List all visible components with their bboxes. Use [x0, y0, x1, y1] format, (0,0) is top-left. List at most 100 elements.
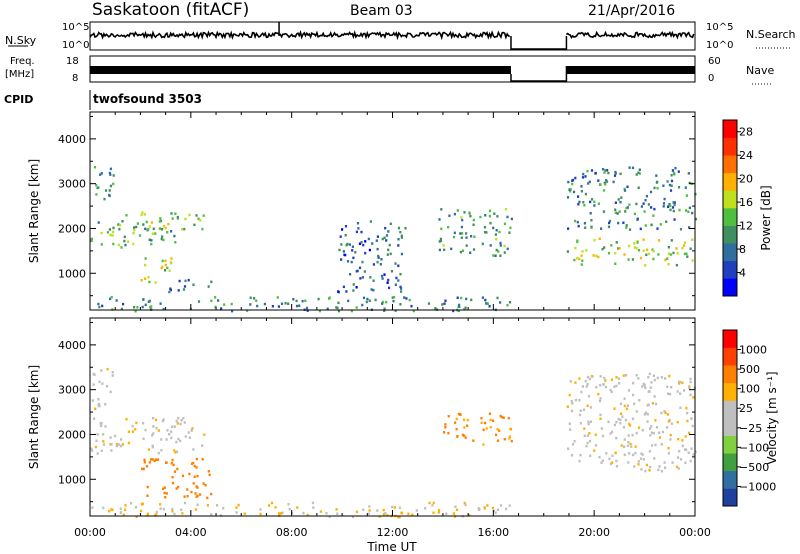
echo-cell: [623, 438, 626, 441]
echo-cell: [650, 223, 653, 227]
echo-cell: [569, 187, 572, 191]
echo-cell: [502, 416, 505, 419]
echo-cell: [459, 232, 462, 235]
echo-cell: [355, 306, 358, 309]
velocity-panel-bg: [90, 318, 695, 516]
echo-cell: [605, 179, 608, 182]
echo-cell: [624, 210, 627, 213]
echo-cell: [683, 244, 686, 247]
y-tick-label: 4000: [58, 133, 86, 146]
echo-cell: [387, 278, 390, 282]
echo-cell: [97, 403, 100, 407]
echo-cell: [427, 302, 431, 305]
echo-cell: [389, 222, 392, 226]
echo-cell: [102, 443, 106, 446]
echo-cell: [583, 427, 586, 430]
echo-cell: [124, 508, 127, 511]
echo-cell: [150, 305, 153, 308]
echo-cell: [183, 227, 186, 231]
echo-cell: [152, 416, 155, 420]
echo-cell: [302, 511, 305, 515]
echo-cell: [192, 283, 195, 286]
nsky-tick-bottom: 10^0: [62, 40, 89, 51]
echo-cell: [637, 171, 640, 174]
echo-cell: [666, 413, 669, 416]
echo-cell: [508, 231, 511, 234]
echo-cell: [681, 246, 684, 250]
echo-cell: [593, 238, 596, 242]
echo-cell: [620, 444, 623, 447]
echo-cell: [127, 441, 130, 445]
echo-cell: [456, 209, 459, 212]
echo-cell: [256, 304, 259, 308]
echo-cell: [220, 307, 223, 310]
echo-cell: [681, 439, 684, 442]
echo-cell: [111, 374, 114, 377]
echo-cell: [119, 507, 122, 510]
echo-cell: [172, 463, 175, 467]
echo-cell: [676, 252, 679, 255]
echo-cell: [393, 296, 396, 299]
echo-cell: [581, 176, 585, 179]
echo-cell: [614, 211, 617, 214]
echo-cell: [160, 438, 163, 441]
echo-cell: [635, 202, 638, 206]
echo-cell: [173, 470, 176, 473]
echo-cell: [186, 494, 189, 498]
echo-cell: [394, 283, 397, 286]
echo-cell: [450, 247, 453, 251]
colorbar-swatch: [723, 208, 737, 226]
echo-cell: [610, 461, 614, 464]
echo-cell: [400, 290, 403, 293]
echo-cell: [108, 171, 111, 175]
echo-cell: [375, 239, 378, 242]
echo-cell: [612, 180, 615, 184]
echo-cell: [463, 501, 466, 505]
echo-cell: [611, 454, 614, 457]
echo-cell: [155, 510, 158, 514]
echo-cell: [371, 242, 374, 245]
echo-cell: [684, 186, 687, 189]
echo-cell: [412, 309, 415, 313]
nsky-trace: [89, 22, 695, 50]
echo-cell: [613, 174, 617, 177]
echo-cell: [492, 226, 495, 230]
echo-cell: [669, 438, 672, 441]
echo-cell: [136, 306, 139, 309]
echo-cell: [664, 466, 667, 469]
echo-cell: [588, 439, 592, 443]
echo-cell: [223, 303, 226, 306]
echo-cell: [584, 192, 587, 196]
echo-cell: [440, 227, 443, 231]
echo-cell: [163, 486, 166, 489]
echo-cell: [192, 482, 195, 485]
echo-cell: [677, 467, 680, 470]
echo-cell: [108, 194, 111, 198]
colorbar-swatch: [723, 453, 737, 472]
echo-cell: [609, 388, 612, 392]
echo-cell: [603, 171, 606, 174]
echo-cell: [567, 227, 570, 230]
colorbar-frame: [722, 329, 738, 507]
colorbar-frame: [722, 119, 738, 297]
echo-cell: [615, 459, 618, 463]
echo-cell: [141, 305, 144, 309]
echo-cell: [690, 447, 693, 450]
echo-cell: [629, 442, 632, 446]
echo-cell: [443, 302, 446, 305]
echo-cell: [595, 444, 598, 447]
echo-cell: [670, 179, 674, 183]
colorbar-tick-label: 100: [739, 383, 760, 396]
echo-cell: [670, 239, 673, 242]
echo-cell: [672, 201, 675, 204]
echo-cell: [177, 289, 180, 292]
echo-cell: [652, 214, 655, 217]
echo-cell: [623, 189, 627, 192]
echo-cell: [670, 422, 673, 425]
echo-cell: [249, 303, 252, 306]
colorbar-tick-label: −25: [739, 422, 762, 435]
echo-cell: [604, 385, 608, 389]
echo-cell: [624, 418, 627, 422]
echo-cell: [138, 234, 142, 237]
echo-cell: [667, 420, 670, 423]
